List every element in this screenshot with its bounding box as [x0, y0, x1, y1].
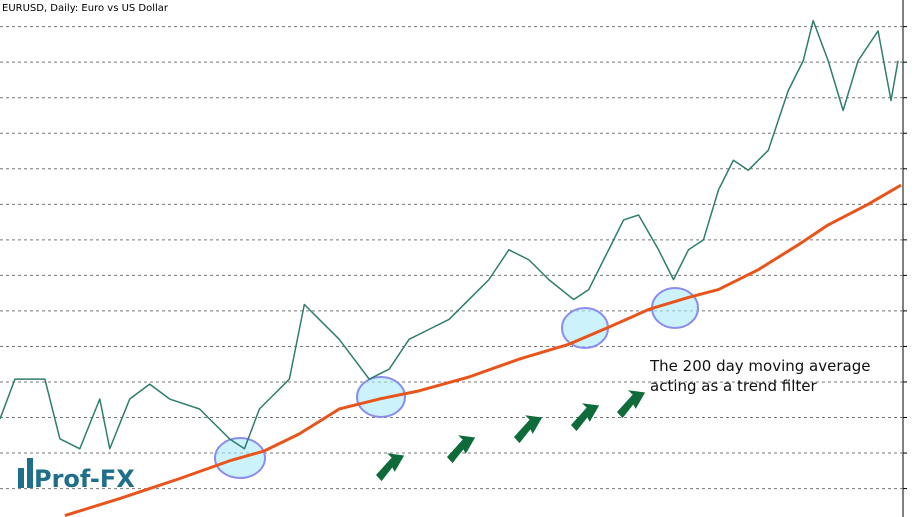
- trend-arrow: [571, 403, 600, 432]
- series-line: [64, 183, 902, 517]
- trend-arrow: [447, 435, 476, 464]
- highlight-circle: [561, 307, 609, 349]
- chart-title: EURUSD, Daily: Euro vs US Dollar: [2, 3, 169, 14]
- trend-arrow: [376, 453, 405, 482]
- plot: [0, 19, 902, 517]
- trend-arrow: [617, 390, 646, 419]
- trend-arrow: [514, 415, 543, 444]
- annotation: acting as a trend filter: [650, 377, 817, 395]
- arrows: [376, 390, 646, 482]
- logo-bar: [27, 458, 33, 488]
- highlight-circle: [651, 287, 699, 329]
- watermark: Prof-FX: [34, 465, 135, 493]
- highlight-circle: [356, 376, 406, 418]
- series-line: [0, 19, 899, 450]
- grid: [0, 26, 907, 490]
- logo-bar: [18, 468, 24, 488]
- logo: Prof-FX: [18, 458, 135, 493]
- annotation: The 200 day moving average: [649, 357, 870, 375]
